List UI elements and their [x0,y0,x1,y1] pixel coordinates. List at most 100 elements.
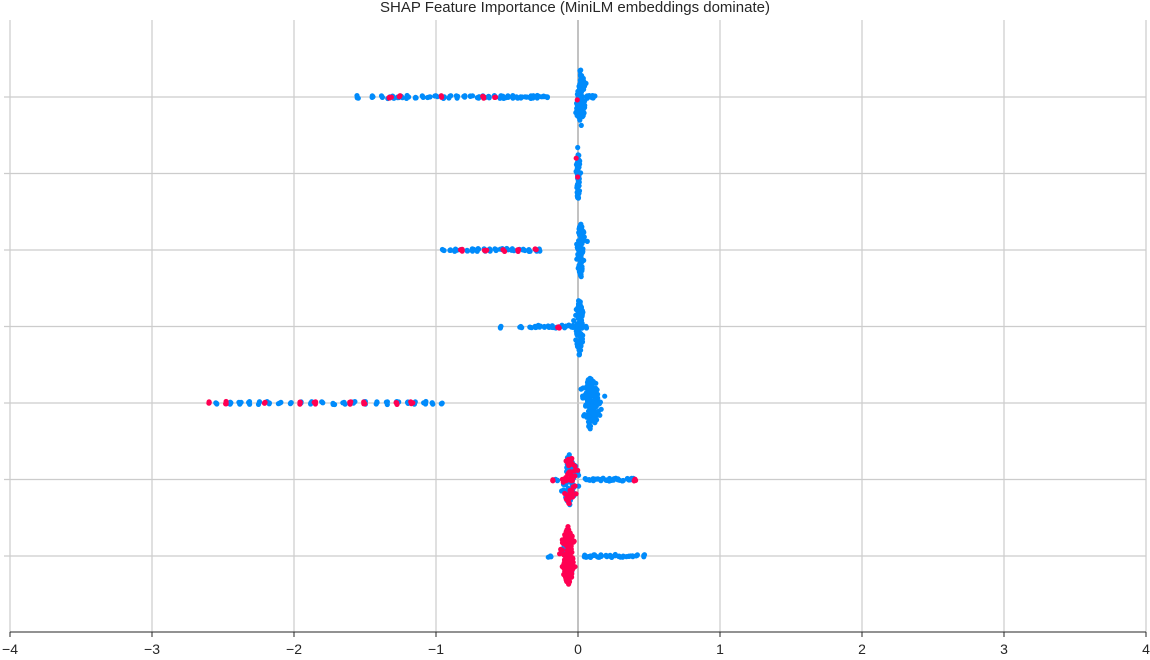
shap-point [580,101,586,108]
shap-point [568,570,574,576]
shap-point [587,418,593,424]
feature-row-4 [497,298,590,358]
shap-point [275,401,281,407]
shap-point [544,94,551,101]
shap-point [584,414,590,420]
shap-point [505,94,511,100]
shap-point [517,324,523,330]
shap-point [590,380,596,386]
shap-point [565,548,571,554]
shap-point [578,274,584,280]
shap-point [370,94,376,100]
shap-point [408,399,414,405]
shap-point [575,174,581,180]
chart-title: SHAP Feature Importance (MiniLM embeddin… [380,0,770,16]
x-tick-label: 0 [574,641,582,657]
shap-point [255,401,262,407]
shap-point [579,241,585,247]
shap-point [354,95,360,101]
shap-point [497,324,503,330]
feature-row-1 [354,67,598,128]
shap-point [396,93,403,100]
shap-point [574,343,581,350]
shap-point [615,477,621,483]
shap-point [574,97,580,103]
shap-point [502,248,508,254]
shap-point [461,93,467,99]
shap-point [577,231,583,237]
shap-point [574,162,580,168]
shap-point [578,334,584,340]
shap-point [446,95,452,101]
shap-point [262,400,268,406]
shap-point [526,248,532,254]
shap-point [501,95,507,101]
shap-point [374,399,380,406]
shap-point [515,248,521,254]
shap-point [587,423,594,429]
shap-point [379,94,385,100]
shap-point [579,312,585,318]
shap-point [585,401,591,407]
shap-point [575,144,581,151]
shap-point [438,401,444,407]
shap-point [620,554,626,560]
shap-point [493,94,499,100]
shap-point [440,247,446,253]
shap-point [557,551,563,557]
shap-point [484,247,490,253]
shap-point [572,468,578,474]
shap-point [550,477,556,483]
shap-point [564,528,570,535]
shap-point [567,543,573,549]
shap-point [578,67,584,73]
shap-point [469,93,476,99]
feature-row-5 [206,375,608,432]
shap-point [319,399,325,405]
shap-point [596,408,602,414]
shap-point [568,492,574,498]
shap-point [628,553,634,559]
shap-point [574,189,580,195]
shap-point [574,331,580,337]
shap-point [386,94,392,100]
shap-point [433,93,439,99]
shap-point [535,322,541,328]
shap-point [572,473,578,479]
shap-point [568,559,574,565]
shap-point [606,475,613,482]
shap-point [589,409,595,415]
shap-point [475,246,481,252]
shap-point [573,155,579,161]
shap-point [578,122,584,128]
shap-point [581,86,587,92]
shap-point [421,400,427,406]
shap-point [582,324,588,330]
shap-point [580,395,586,401]
shap-point [486,93,492,99]
shap-point [492,246,498,252]
shap-point [297,399,303,405]
x-tick-label: −3 [144,641,160,657]
shap-point [578,317,585,323]
shap-point [572,564,578,570]
shap-point [330,400,336,406]
shap-point [576,339,582,345]
shap-point [352,399,358,405]
shap-point [569,537,575,544]
shap-point [577,115,583,121]
shap-point [412,95,418,101]
feature-row-6 [550,452,639,508]
shap-point [578,109,585,115]
shap-point [438,93,444,99]
shap-point [619,478,625,484]
shap-point [576,265,582,271]
shap-point [569,555,575,561]
shap-point [559,547,566,553]
shap-point [532,246,538,252]
shap-point [598,552,604,558]
shap-point [634,552,640,559]
shap-point [246,399,252,406]
